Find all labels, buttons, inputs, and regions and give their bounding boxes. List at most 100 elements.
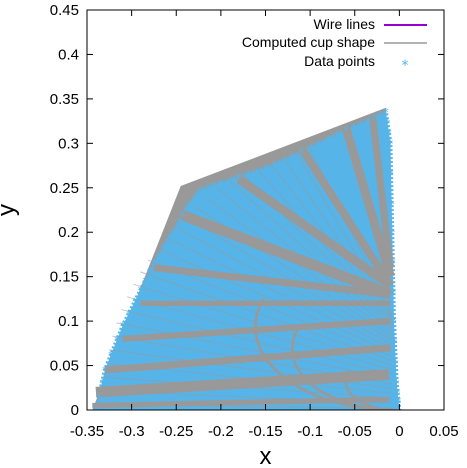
data-point-star: * xyxy=(358,118,364,131)
data-point-star: * xyxy=(205,182,211,195)
cup-gap-1 xyxy=(95,369,389,398)
data-point-star: * xyxy=(335,128,341,141)
data-point-star: * xyxy=(209,180,215,193)
x-tick-label: -0.35 xyxy=(70,423,104,440)
cup-gap-10 xyxy=(369,116,394,269)
arc-line-0 xyxy=(254,297,395,410)
data-point-star: * xyxy=(325,133,331,146)
data-point-star: * xyxy=(171,226,177,239)
data-point-star: * xyxy=(156,250,162,263)
streak-4 xyxy=(108,349,393,389)
x-tick-label: 0.05 xyxy=(429,423,458,440)
data-point-star: * xyxy=(168,231,174,244)
data-points-region: ********************* * ** * ** * * * * * * * * * * * * *… xyxy=(92,106,402,410)
ticks-layer: -0.35 -0.3 -0.25 -0.2 -0.15 -0.1 -0.05 0 0.05 0 0.… xyxy=(50,2,459,440)
plot-layer: ********************* * ** * ** * * * * * * * * * * * * *… xyxy=(92,106,402,410)
data-point-star: * xyxy=(385,117,391,130)
y-tick-label: 0 xyxy=(71,402,79,419)
y-tick-label: 0.1 xyxy=(58,313,79,330)
data-point-star: * xyxy=(245,168,251,181)
legend-swatch-points: * xyxy=(402,58,409,74)
data-point-star: * xyxy=(174,222,180,235)
data-point-star: * xyxy=(394,377,400,390)
streak-2 xyxy=(103,376,393,399)
streak-12 xyxy=(155,247,393,353)
data-point-star: * xyxy=(396,395,402,408)
streak-6 xyxy=(116,322,393,380)
legend-label: Data points xyxy=(304,53,375,69)
data-point-star: * xyxy=(308,142,314,155)
streak-5 xyxy=(112,335,393,385)
data-point-star: * xyxy=(142,275,148,288)
data-point-star: * xyxy=(120,320,126,333)
data-point-star: * xyxy=(393,357,399,370)
data-point-star: * xyxy=(378,109,384,122)
data-point-star: * xyxy=(371,112,377,125)
streak-15 xyxy=(183,215,393,342)
data-point-star: * xyxy=(165,235,171,248)
data-point-star: * xyxy=(126,307,132,320)
streak-16 xyxy=(194,205,393,338)
x-tick-label: -0.1 xyxy=(297,423,323,440)
legend-label: Wire lines xyxy=(314,16,375,32)
cup-gap-8 xyxy=(297,145,394,288)
streak-18 xyxy=(216,187,393,332)
data-point-star: * xyxy=(151,257,157,270)
data-point-star: * xyxy=(132,295,138,308)
data-point-star: * xyxy=(102,364,108,377)
y-tick-label: 0.15 xyxy=(50,269,79,286)
data-point-star: * xyxy=(390,256,396,269)
arc-line-1 xyxy=(290,327,395,410)
streak-9 xyxy=(133,283,393,366)
data-point-star: * xyxy=(177,216,183,229)
streak-19 xyxy=(228,179,393,329)
data-point-star: * xyxy=(389,198,395,211)
data-point-star: * xyxy=(147,266,153,279)
data-point-star: * xyxy=(281,154,287,167)
y-tick-label: 0.2 xyxy=(58,224,79,241)
cup-gap-9 xyxy=(341,126,395,278)
data-point-star: * xyxy=(180,210,186,223)
streak-13 xyxy=(164,236,393,349)
data-point-star: * xyxy=(365,115,371,128)
streak-25 xyxy=(306,142,393,315)
x-tick-label: -0.05 xyxy=(338,423,372,440)
data-point-star: * xyxy=(187,198,193,211)
x-tick-label: -0.2 xyxy=(208,423,234,440)
data-point-star: * xyxy=(108,349,114,362)
x-tick-label: -0.15 xyxy=(248,423,282,440)
streak-1 xyxy=(102,390,393,404)
data-point-star: * xyxy=(182,204,188,217)
streak-14 xyxy=(173,225,393,345)
streak-24 xyxy=(292,146,393,317)
streak-23 xyxy=(279,152,393,319)
data-point-star: * xyxy=(299,146,305,159)
data-point-star: * xyxy=(388,137,394,150)
streak-0 xyxy=(102,404,393,409)
x-tick-label: -0.25 xyxy=(159,423,193,440)
data-point-star: * xyxy=(383,106,389,119)
data-point-star: * xyxy=(389,226,395,239)
data-point-star: * xyxy=(392,336,398,349)
y-tick-label: 0.05 xyxy=(50,358,79,375)
data-point-star: * xyxy=(391,287,397,300)
legend: Wire lines Computed cup shape Data points * xyxy=(242,16,427,74)
cup-gap-7 xyxy=(236,175,394,290)
data-point-star: * xyxy=(200,184,206,197)
data-point-star: * xyxy=(343,124,349,137)
y-tick-label: 0.4 xyxy=(58,46,79,63)
streak-11 xyxy=(147,259,393,357)
y-axis-label: y xyxy=(0,204,20,216)
data-point-star: * xyxy=(263,162,269,175)
data-point-star: * xyxy=(160,242,166,255)
data-point-star: * xyxy=(96,390,102,403)
data-point-star: * xyxy=(236,171,242,184)
streak-20 xyxy=(240,171,393,326)
data-point-star: * xyxy=(227,174,233,187)
streak-8 xyxy=(126,296,393,371)
streak-10 xyxy=(140,271,393,362)
data-point-star: * xyxy=(196,186,202,199)
streak-7 xyxy=(121,309,393,375)
y-tick-label: 0.35 xyxy=(50,91,79,108)
